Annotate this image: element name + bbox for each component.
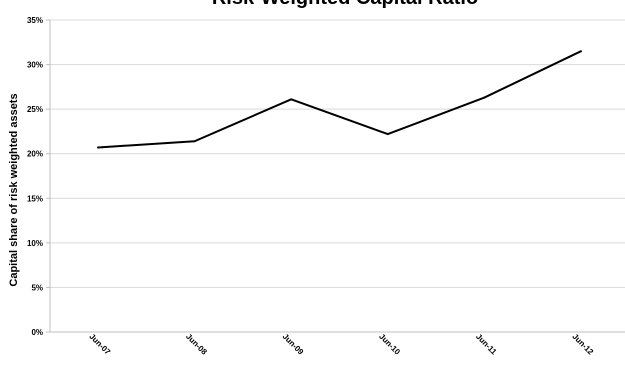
y-axis-title: Capital share of risk weighted assets (8, 93, 20, 286)
y-tick-label: 0% (31, 328, 43, 337)
y-tick-label: 5% (31, 283, 43, 292)
data-point (386, 133, 389, 136)
data-point (290, 98, 293, 101)
y-tick-label: 30% (27, 61, 43, 70)
x-tick-label: Jun-12 (570, 332, 595, 357)
series-lines (97, 50, 582, 149)
x-tick-labels: Jun-07 Jun-08 Jun-09 Jun-10 Jun-11 Jun-12 (87, 332, 595, 357)
data-point (97, 146, 99, 149)
x-tick-label: Jun-08 (184, 332, 209, 357)
x-tick-label: Jun-07 (87, 332, 112, 357)
data-point (483, 96, 486, 99)
y-tick-labels: 0% 5% 10% 15% 20% 25% 30% 35% (27, 16, 43, 337)
gridlines (50, 19, 625, 288)
y-tick-label: 20% (27, 150, 43, 159)
x-tick-label: Jun-11 (474, 332, 499, 357)
y-tick-label: 10% (27, 239, 43, 248)
chart-title: Risk-Weighted Capital Ratio (212, 0, 478, 9)
y-tick-label: 35% (27, 16, 43, 25)
y-tick-label: 25% (27, 105, 43, 114)
data-point (193, 140, 196, 143)
y-tick-label: 15% (27, 194, 43, 203)
x-tick-label: Jun-10 (377, 332, 402, 357)
axes (46, 19, 625, 333)
data-point (580, 50, 582, 53)
x-tick-label: Jun-09 (281, 332, 306, 357)
series-line (97, 50, 582, 149)
